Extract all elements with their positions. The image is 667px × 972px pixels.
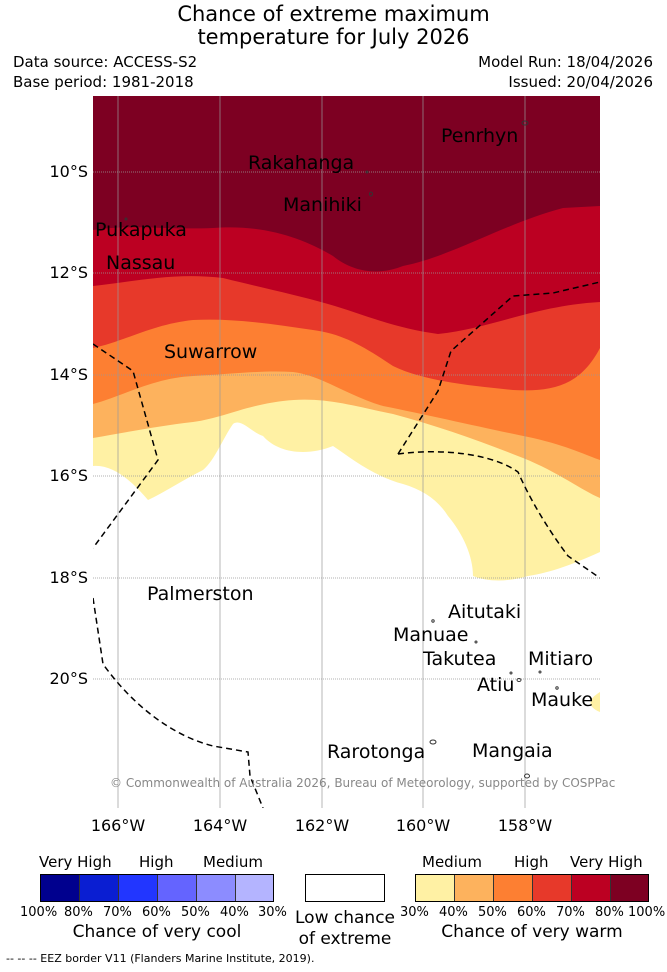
cool-level-high: High [139, 853, 174, 871]
lon-label-166: 166°W [90, 816, 146, 835]
islands [124, 120, 559, 779]
cool-tick-80: 80% [64, 905, 93, 920]
warm-swatch-60-70 [533, 875, 572, 901]
cool-tick-70: 70% [103, 905, 132, 920]
eez-border-south [93, 597, 264, 808]
island-penrhyn [521, 120, 529, 126]
island-takutea [509, 671, 513, 675]
warm-swatch-80-100 [611, 875, 648, 901]
cool-colorbar [40, 874, 274, 902]
warm-level-high: High [514, 853, 549, 871]
warm-tick-30: 30% [400, 905, 429, 920]
island-atiu [516, 678, 522, 682]
base-period: Base period: 1981-2018 [13, 73, 194, 91]
copyright-notice: © Commonwealth of Australia 2026, Bureau… [110, 776, 616, 790]
warm-tick-100: 100% [628, 905, 666, 920]
cool-tick-60: 60% [142, 905, 171, 920]
lat-label-14: 14°S [49, 365, 88, 384]
label-aitutaki: Aitutaki [448, 601, 522, 623]
island-rarotonga [429, 739, 437, 745]
label-nassau: Nassau [106, 252, 176, 274]
low-chance-swatch [305, 874, 385, 902]
lon-label-162: 162°W [294, 816, 350, 835]
chart-title-line1: Chance of extreme maximum [177, 2, 490, 26]
warm-tick-40: 40% [439, 905, 468, 920]
island-rakahanga [365, 170, 369, 174]
lat-label-16: 16°S [49, 466, 88, 485]
cool-tick-30: 30% [258, 905, 287, 920]
island-manuae [474, 640, 478, 644]
label-palmerston: Palmerston [147, 583, 254, 605]
warm-level-medium: Medium [422, 853, 482, 871]
issued-date: Issued: 20/04/2026 [508, 73, 653, 91]
label-atiu: Atiu [477, 674, 515, 696]
cool-level-medium: Medium [203, 853, 263, 871]
eez-border-mid [397, 451, 600, 579]
lat-label-20: 20°S [49, 669, 88, 688]
cool-swatch-60-50 [158, 875, 197, 901]
cool-legend-label: Chance of very cool [72, 922, 242, 942]
cool-swatch-100-80 [41, 875, 80, 901]
warm-colorbar [415, 874, 649, 902]
cool-swatch-80-70 [80, 875, 119, 901]
data-source: Data source: ACCESS-S2 [13, 53, 198, 71]
eez-border-north [93, 343, 159, 549]
island-manihiki [369, 191, 373, 197]
cool-swatch-50-40 [197, 875, 236, 901]
warm-swatch-30-40 [416, 875, 455, 901]
label-manihiki: Manihiki [283, 194, 362, 216]
cool-swatch-40-30 [236, 875, 273, 901]
forecast-map [93, 96, 600, 808]
island-mitiaro [538, 670, 542, 674]
island-mangaia [524, 773, 530, 779]
cool-tick-100: 100% [20, 905, 58, 920]
warm-legend-label: Chance of very warm [441, 922, 623, 942]
warm-tick-70: 70% [556, 905, 585, 920]
warm-tick-50: 50% [478, 905, 507, 920]
label-manuae: Manuae [393, 624, 469, 646]
lat-label-10: 10°S [49, 162, 88, 181]
label-penrhyn: Penrhyn [441, 125, 519, 147]
eez-footnote: -- -- -- EEZ border V11 (Flanders Marine… [6, 952, 315, 965]
label-mauke: Mauke [531, 689, 594, 711]
label-rakahanga: Rakahanga [248, 152, 355, 174]
label-mitiaro: Mitiaro [528, 648, 594, 670]
lat-label-12: 12°S [49, 263, 88, 282]
model-run: Model Run: 18/04/2026 [478, 53, 653, 71]
island-aitutaki [431, 619, 435, 623]
label-mangaia: Mangaia [472, 740, 553, 762]
gridlines [93, 96, 600, 808]
lon-label-160: 160°W [395, 816, 451, 835]
eez-border-ne [397, 281, 600, 455]
label-pukapuka: Pukapuka [95, 219, 187, 241]
low-chance-label-line1: Low chance [295, 908, 395, 928]
low-chance-label-line2: of extreme [298, 929, 392, 949]
cool-swatch-70-60 [119, 875, 158, 901]
warm-tick-80: 80% [595, 905, 624, 920]
cool-tick-50: 50% [181, 905, 210, 920]
lon-label-158: 158°W [497, 816, 553, 835]
warm-swatch-50-60 [494, 875, 533, 901]
label-takutea: Takutea [423, 648, 497, 670]
warm-swatch-70-80 [572, 875, 611, 901]
warm-level-very-high: Very High [570, 853, 643, 871]
cool-tick-40: 40% [220, 905, 249, 920]
lon-label-164: 164°W [192, 816, 248, 835]
label-suwarrow: Suwarrow [164, 341, 258, 363]
island-mauke [555, 686, 559, 690]
chart-title-line2: temperature for July 2026 [197, 25, 470, 49]
label-rarotonga: Rarotonga [327, 741, 426, 763]
cool-level-very-high: Very High [39, 853, 112, 871]
lat-label-18: 18°S [49, 568, 88, 587]
warm-tick-60: 60% [517, 905, 546, 920]
island-pukapuka [124, 217, 128, 221]
eez-borders [93, 281, 600, 808]
warm-swatch-40-50 [455, 875, 494, 901]
